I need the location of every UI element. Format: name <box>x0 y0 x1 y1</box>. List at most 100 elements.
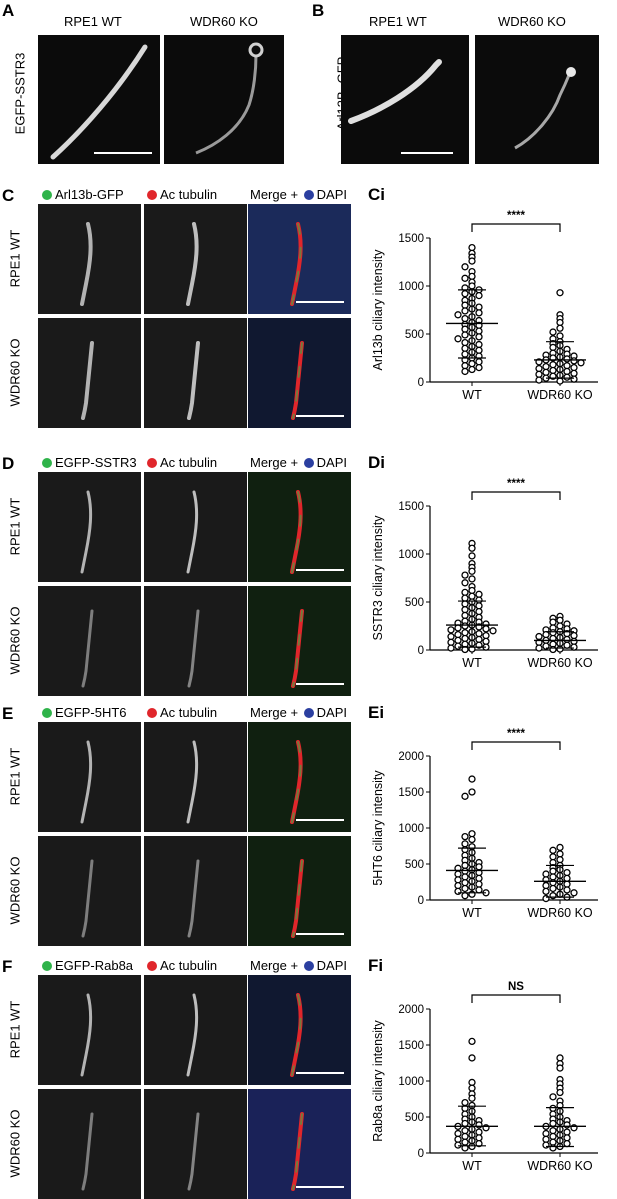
y-tick-label: 2000 <box>398 751 424 763</box>
data-point <box>577 359 585 367</box>
data-point <box>549 867 557 875</box>
panel-f-row2-label: WDR60 KO <box>7 1109 23 1178</box>
data-point <box>482 637 490 646</box>
panel-letter-e: E <box>2 704 14 723</box>
x-tick-label: WDR60 KO <box>527 656 593 670</box>
panel-d-row2-label: WDR60 KO <box>7 606 23 675</box>
data-point <box>461 879 469 887</box>
chart-title: Fi <box>368 956 383 975</box>
panel-d-marker-label: EGFP-SSTR3 <box>42 455 137 470</box>
x-tick-label: WT <box>462 388 482 402</box>
panel-letter-b: B <box>312 1 325 20</box>
micrograph-d-wt-marker <box>38 472 141 582</box>
data-point <box>461 1144 469 1152</box>
panel-e-tubulin-label: Ac tubulin <box>147 705 217 720</box>
data-point <box>454 624 462 632</box>
panel-f-merge-label: Merge + DAPI <box>250 958 348 973</box>
data-point <box>475 333 483 341</box>
data-point <box>549 1127 557 1135</box>
red-dot-icon <box>147 961 157 971</box>
micrograph-e-ko-tubulin <box>144 836 247 946</box>
data-point <box>549 1104 557 1113</box>
data-point <box>461 588 469 597</box>
micrograph-d-ko-merge <box>248 586 351 696</box>
data-point <box>570 889 578 897</box>
data-point <box>563 880 571 888</box>
y-tick-label: 2000 <box>398 1004 424 1016</box>
data-point <box>482 625 490 633</box>
data-point <box>563 1139 571 1148</box>
red-dot-icon <box>147 458 157 468</box>
green-dot-icon <box>42 961 52 971</box>
y-tick-label: 1000 <box>398 281 424 293</box>
data-point <box>549 884 557 893</box>
data-point <box>475 874 483 883</box>
data-point <box>556 332 564 340</box>
y-tick-label: 1500 <box>398 501 424 513</box>
data-point <box>468 552 476 560</box>
data-point <box>556 616 564 624</box>
panel-b-col2-label: WDR60 KO <box>498 14 566 29</box>
panel-c-row2-label: WDR60 KO <box>7 338 23 407</box>
data-point <box>461 290 469 298</box>
data-point <box>461 792 469 800</box>
micrograph-b-ko <box>475 35 599 164</box>
data-point <box>563 641 571 649</box>
data-point <box>535 644 543 652</box>
panel-a-col2-label: WDR60 KO <box>190 14 258 29</box>
panel-c-marker-label: Arl13b-GFP <box>42 187 124 202</box>
panel-a-row-label: EGFP-SSTR3 <box>12 52 28 135</box>
data-point <box>447 626 455 634</box>
data-point <box>461 1098 469 1107</box>
data-point <box>549 645 557 654</box>
data-point <box>542 362 550 371</box>
chart-svg: Ei 0 500 1000 1500 2000 5HT6 ciliary intensity… <box>368 703 598 920</box>
x-tick-label: WDR60 KO <box>527 906 593 920</box>
y-tick-label: 1500 <box>398 233 424 245</box>
data-point <box>461 362 469 370</box>
data-point <box>461 861 469 870</box>
data-point <box>556 850 564 858</box>
data-point <box>556 377 564 385</box>
data-point <box>475 1128 483 1136</box>
data-point <box>556 318 564 327</box>
data-point <box>556 324 564 332</box>
panel-d-merge-label: Merge + DAPI <box>250 455 348 470</box>
data-point <box>468 365 476 374</box>
significance-label: **** <box>507 728 525 740</box>
panel-letter-a: A <box>2 1 15 20</box>
data-point <box>468 1078 476 1087</box>
data-point <box>454 636 462 645</box>
panel-letter-c: C <box>2 186 15 205</box>
data-point <box>468 360 476 368</box>
data-point <box>461 1119 469 1128</box>
data-point <box>461 274 469 282</box>
y-tick-label: 500 <box>405 1112 424 1124</box>
data-point <box>475 358 483 366</box>
chart-ci: Ci 0 500 1000 1500 Arl13b ciliary intensity WT… <box>368 185 608 404</box>
significance-label: **** <box>507 210 525 222</box>
data-point <box>461 314 469 323</box>
data-point <box>468 1037 476 1046</box>
data-point <box>447 638 455 646</box>
data-point <box>563 635 571 644</box>
data-point <box>549 1093 557 1101</box>
micrograph-f-wt-tubulin <box>144 975 247 1085</box>
data-point <box>542 630 550 639</box>
data-point <box>461 263 469 271</box>
y-tick-label: 1000 <box>398 823 424 835</box>
data-point <box>454 311 462 319</box>
y-axis-label: SSTR3 ciliary intensity <box>371 515 385 641</box>
data-point <box>570 357 578 365</box>
micrograph-e-ko-merge <box>248 836 351 946</box>
micrograph-c-ko-marker <box>38 318 141 428</box>
micrograph-c-wt-merge <box>248 204 351 314</box>
data-point <box>542 1135 550 1143</box>
significance-bracket <box>471 223 561 232</box>
data-point <box>447 644 455 652</box>
data-point <box>468 586 476 595</box>
data-point <box>542 1141 550 1149</box>
data-point <box>549 629 557 637</box>
data-point <box>475 340 483 349</box>
data-point <box>461 594 469 602</box>
